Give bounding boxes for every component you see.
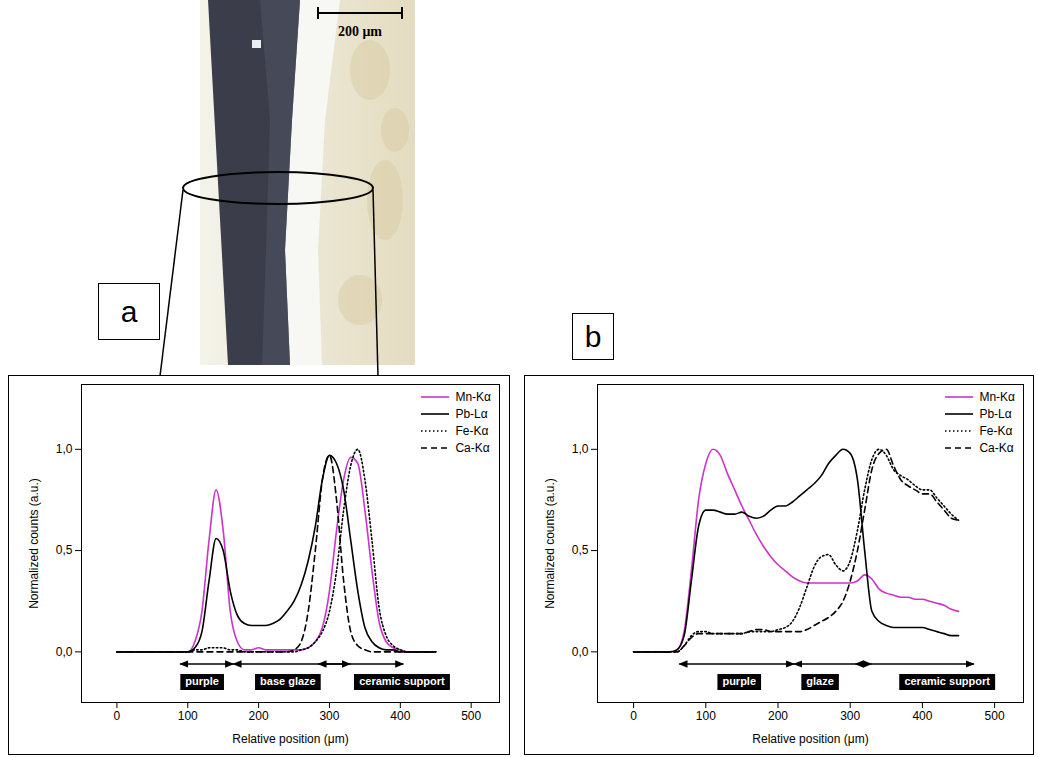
html-text:Ca-Kα: Ca-Kα	[455, 440, 490, 455]
svg-text:purple: purple	[185, 675, 219, 687]
html-text:b: b	[584, 319, 602, 353]
svg-text:200: 200	[768, 709, 788, 723]
svg-text:glaze: glaze	[806, 675, 834, 687]
svg-text:0,0: 0,0	[56, 645, 73, 659]
svg-text:purple: purple	[722, 675, 756, 687]
svg-text:0: 0	[114, 709, 121, 723]
svg-text:300: 300	[319, 709, 339, 723]
svg-text:0: 0	[630, 709, 637, 723]
html-text:Fe-Kα: Fe-Kα	[455, 423, 489, 438]
html-text:Pb-Lα: Pb-Lα	[455, 406, 488, 421]
svg-text:Normalized counts (a.u.): Normalized counts (a.u.)	[27, 478, 41, 609]
html-text:Pb-Lα: Pb-Lα	[979, 406, 1012, 421]
svg-text:400: 400	[390, 709, 410, 723]
svg-text:500: 500	[461, 709, 481, 723]
html-text:a: a	[120, 294, 138, 328]
svg-text:1,0: 1,0	[56, 442, 73, 456]
svg-text:100: 100	[178, 709, 198, 723]
svg-text:ceramic support: ceramic support	[359, 675, 445, 687]
html-text:Mn-Kα: Mn-Kα	[979, 389, 1015, 404]
svg-text:1,0: 1,0	[572, 442, 589, 456]
html-text:Ca-Kα: Ca-Kα	[979, 440, 1014, 455]
svg-text:300: 300	[840, 709, 860, 723]
svg-text:500: 500	[985, 709, 1005, 723]
svg-text:Relative position (μm): Relative position (μm)	[752, 732, 868, 746]
svg-text:100: 100	[696, 709, 716, 723]
svg-text:0,5: 0,5	[572, 543, 589, 557]
svg-text:400: 400	[912, 709, 932, 723]
svg-text:0,5: 0,5	[56, 543, 73, 557]
svg-text:base glaze: base glaze	[260, 675, 316, 687]
html-text:Mn-Kα: Mn-Kα	[455, 389, 491, 404]
svg-text:ceramic support: ceramic support	[904, 675, 990, 687]
svg-text:Normalized counts (a.u.): Normalized counts (a.u.)	[543, 478, 557, 609]
html-text:Fe-Kα: Fe-Kα	[979, 423, 1013, 438]
svg-text:200: 200	[249, 709, 269, 723]
svg-text:0,0: 0,0	[572, 645, 589, 659]
svg-text:Relative position (μm): Relative position (μm)	[232, 732, 348, 746]
svg-text:200 μm: 200 μm	[338, 24, 382, 39]
